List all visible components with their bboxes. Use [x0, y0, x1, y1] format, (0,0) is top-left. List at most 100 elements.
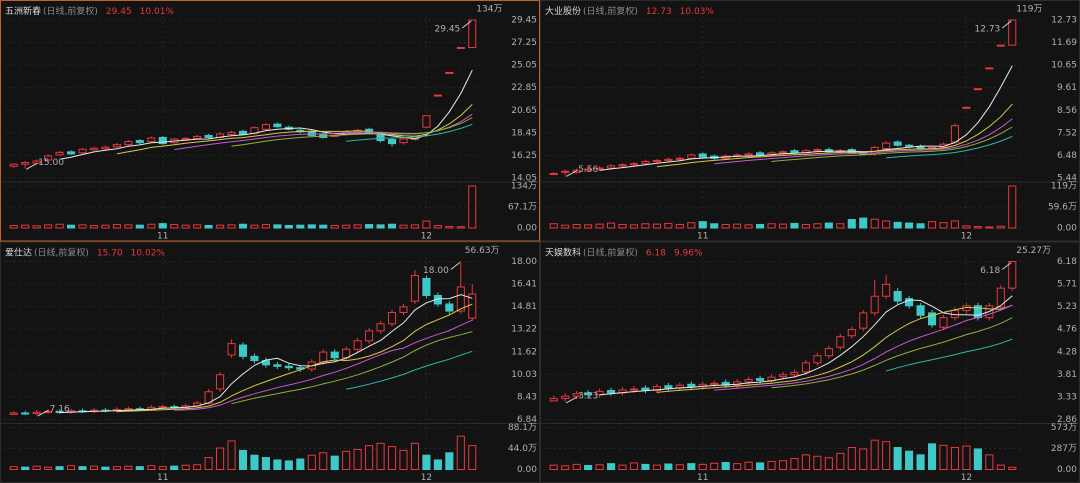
volume-bar	[330, 455, 339, 471]
volume-bar	[859, 448, 868, 470]
volume-tick-label: 0.00	[1057, 224, 1077, 234]
candle-body	[606, 389, 616, 394]
y-tick-label: 18.45	[511, 128, 537, 138]
volume-bar	[595, 464, 604, 470]
volume-bar	[675, 464, 684, 470]
candle-body	[456, 46, 465, 49]
volume-bar	[801, 223, 810, 229]
candle-body	[21, 162, 30, 165]
y-tick-label: 27.25	[511, 38, 537, 48]
chart-subtitle: (日线,前复权)	[34, 246, 89, 258]
volume-bar	[950, 447, 960, 470]
price-label: 29.45	[106, 7, 132, 17]
volume-bar	[296, 458, 305, 470]
high-annotation: 29.45	[435, 25, 461, 35]
volume-bar	[985, 454, 994, 471]
candle-body	[330, 351, 339, 359]
volume-bar	[101, 224, 110, 229]
volume-bar	[445, 452, 454, 471]
volume-bar	[353, 224, 362, 229]
volume-bar	[330, 224, 339, 229]
panel-border	[0, 0, 540, 242]
candle-body	[572, 393, 581, 397]
volume-bar	[112, 224, 121, 229]
price-label: 6.18	[646, 248, 666, 258]
volume-bar	[319, 224, 328, 229]
volume-bar	[824, 222, 833, 229]
candle-body	[790, 150, 799, 154]
y-tick-label: 29.45	[511, 16, 537, 26]
volume-bar	[606, 222, 616, 229]
candle-body	[549, 172, 558, 176]
candle-body	[468, 19, 477, 48]
candle-body	[158, 136, 167, 145]
candle-body	[847, 329, 856, 337]
x-tick-label: 12	[961, 473, 972, 483]
candle-body	[629, 163, 639, 166]
candle-body	[801, 362, 810, 373]
volume-bar	[456, 226, 465, 229]
candle-body	[1008, 19, 1017, 46]
volume-bar	[422, 220, 431, 229]
chart-subtitle: (日线,前复权)	[583, 246, 638, 258]
candle-body	[744, 379, 753, 383]
moving-average-line	[886, 338, 1013, 372]
candle-body	[813, 149, 822, 152]
volume-bar	[859, 217, 868, 229]
candle-body	[158, 406, 167, 409]
volume-bar	[433, 459, 442, 470]
y-tick-label: 18.00	[511, 257, 537, 267]
volume-bar	[893, 221, 902, 229]
x-tick-label: 11	[157, 232, 168, 242]
volume-bar	[606, 463, 616, 470]
candle-body	[905, 298, 914, 307]
candle-body	[9, 163, 18, 167]
y-tick-label: 11.62	[511, 347, 537, 357]
volume-bar	[950, 220, 960, 229]
volume-bar	[135, 224, 144, 229]
volume-bar	[468, 185, 477, 229]
volume-bar	[584, 464, 593, 470]
candle-body	[996, 44, 1005, 47]
candle-body	[756, 378, 765, 381]
volume-bar	[410, 442, 420, 471]
y-tick-label: 5.44	[1057, 174, 1077, 184]
stock-name: 爱仕达	[5, 246, 32, 258]
volume-bar	[124, 465, 133, 471]
volume-bar	[376, 224, 385, 229]
volume-tick-label: 0.00	[1057, 465, 1077, 475]
volume-bar	[181, 224, 190, 229]
moving-average-line	[771, 317, 1013, 389]
volume-bar	[204, 224, 213, 229]
candle-body	[101, 146, 110, 150]
candle-body	[836, 336, 845, 348]
candle-body	[399, 306, 408, 313]
volume-annotation: 25.27万	[1016, 246, 1051, 256]
panel-title: 大业股份 (日线,前复权) 12.73 10.03%	[545, 5, 714, 17]
y-tick-label: 6.48	[1057, 151, 1077, 161]
stock-name: 天娱数科	[545, 246, 581, 258]
volume-bar	[962, 225, 971, 229]
candle-body	[319, 351, 328, 363]
volume-bar	[135, 466, 144, 471]
volume-bar	[227, 440, 236, 470]
volume-bar	[756, 462, 765, 470]
volume-bar	[216, 224, 225, 229]
low-pointer	[565, 396, 578, 404]
candle-body	[756, 152, 765, 156]
x-tick-label: 11	[157, 473, 168, 483]
y-tick-label: 8.56	[1057, 106, 1077, 116]
volume-bar	[698, 463, 707, 470]
volume-bar	[721, 462, 730, 471]
volume-bar	[985, 226, 994, 229]
candle-body	[89, 147, 99, 151]
y-tick-label: 6.18	[1057, 257, 1077, 267]
x-tick-label: 11	[697, 232, 708, 242]
y-tick-label: 6.84	[517, 415, 537, 425]
volume-bar	[78, 224, 87, 229]
y-tick-label: 9.61	[1057, 83, 1077, 93]
high-pointer	[461, 20, 472, 29]
volume-bar	[836, 223, 845, 229]
price-label: 12.73	[646, 7, 672, 17]
stock-panel: 五洲新春 (日线,前复权) 29.45 10.01% 29.45 27.25 25.05 22…	[0, 0, 540, 242]
